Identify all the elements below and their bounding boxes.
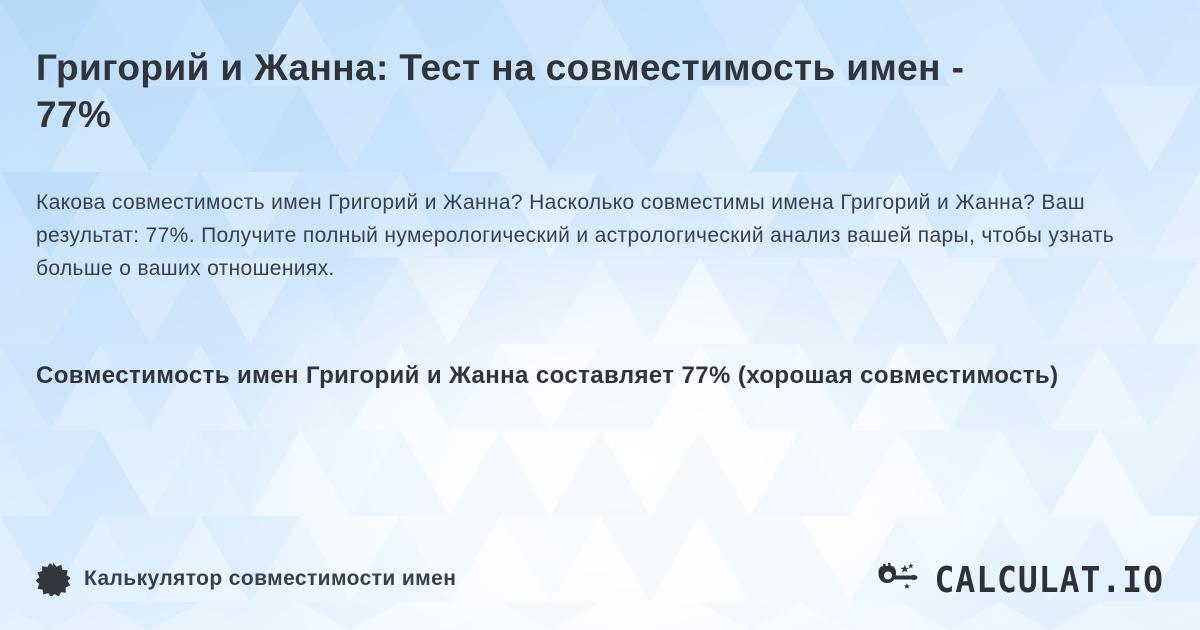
magic-wand-hand-icon — [878, 563, 918, 589]
footer-brand: Калькулятор совместимости имен — [36, 562, 456, 596]
logo-wordmark: CALCULAT.IO — [934, 557, 1164, 601]
footer-brand-label: Калькулятор совместимости имен — [84, 567, 457, 590]
card-footer: Калькулятор совместимости имен — [0, 556, 1200, 602]
compatibility-result-text: Совместимость имен Григорий и Жанна сост… — [36, 362, 1059, 389]
site-logo[interactable]: CALCULAT.IO — [878, 557, 1164, 601]
description-paragraph: Какова совместимость имен Григорий и Жан… — [36, 191, 1115, 280]
page-title: Григорий и Жанна: Тест на совместимость … — [36, 47, 965, 135]
starburst-icon — [36, 562, 70, 596]
